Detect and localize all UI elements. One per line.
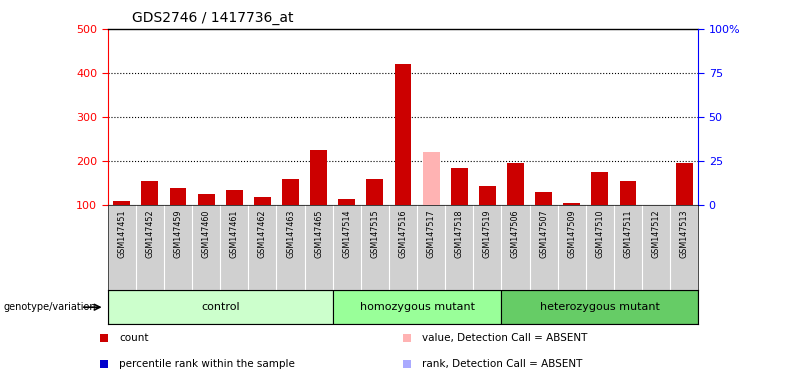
Bar — [648, 245, 665, 250]
Text: GSM147514: GSM147514 — [342, 210, 351, 258]
Bar — [451, 168, 468, 250]
Bar — [507, 164, 524, 250]
Bar — [535, 192, 552, 250]
Text: GSM147511: GSM147511 — [623, 210, 633, 258]
Text: GSM147463: GSM147463 — [286, 210, 295, 258]
Text: GSM147515: GSM147515 — [370, 210, 379, 258]
Text: GSM147509: GSM147509 — [567, 210, 576, 258]
Bar — [108, 290, 333, 324]
Text: control: control — [201, 302, 239, 312]
Bar — [141, 181, 158, 250]
Text: GSM147518: GSM147518 — [455, 210, 464, 258]
Text: value, Detection Call = ABSENT: value, Detection Call = ABSENT — [422, 333, 587, 343]
Text: GSM147462: GSM147462 — [258, 210, 267, 258]
Text: GSM147459: GSM147459 — [173, 210, 183, 258]
Text: genotype/variation: genotype/variation — [4, 302, 97, 312]
Text: GSM147513: GSM147513 — [680, 210, 689, 258]
Bar — [333, 290, 501, 324]
Bar — [338, 199, 355, 250]
Bar — [170, 188, 187, 250]
Text: GSM147516: GSM147516 — [398, 210, 408, 258]
Text: homozygous mutant: homozygous mutant — [360, 302, 475, 312]
Text: GSM147506: GSM147506 — [511, 210, 520, 258]
Bar — [254, 197, 271, 250]
Text: GSM147510: GSM147510 — [595, 210, 604, 258]
Text: GSM147517: GSM147517 — [427, 210, 436, 258]
Text: GSM147451: GSM147451 — [117, 210, 126, 258]
Bar — [563, 203, 580, 250]
Text: GSM147465: GSM147465 — [314, 210, 323, 258]
Bar — [310, 150, 327, 250]
Bar — [394, 64, 412, 250]
Bar — [676, 164, 693, 250]
Bar — [198, 194, 215, 250]
Bar — [479, 185, 496, 250]
Bar — [366, 179, 383, 250]
Text: GSM147507: GSM147507 — [539, 210, 548, 258]
Text: GSM147519: GSM147519 — [483, 210, 492, 258]
Text: rank, Detection Call = ABSENT: rank, Detection Call = ABSENT — [422, 359, 583, 369]
Bar — [113, 201, 130, 250]
Text: GSM147512: GSM147512 — [652, 210, 661, 258]
Text: GSM147461: GSM147461 — [230, 210, 239, 258]
Text: heterozygous mutant: heterozygous mutant — [540, 302, 660, 312]
Text: percentile rank within the sample: percentile rank within the sample — [119, 359, 295, 369]
Text: count: count — [119, 333, 148, 343]
Text: GSM147460: GSM147460 — [202, 210, 211, 258]
Bar — [282, 179, 299, 250]
Bar — [501, 290, 698, 324]
Bar — [423, 152, 440, 250]
Bar — [619, 181, 636, 250]
Text: GSM147452: GSM147452 — [145, 210, 154, 258]
Bar — [591, 172, 608, 250]
Text: GDS2746 / 1417736_at: GDS2746 / 1417736_at — [132, 11, 293, 25]
Bar — [226, 190, 243, 250]
